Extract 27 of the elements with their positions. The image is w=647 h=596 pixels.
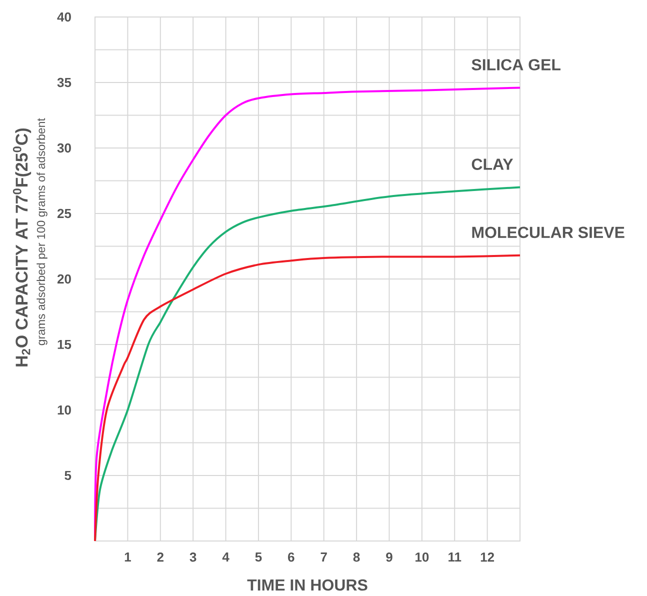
x-tick-label: 10 [416, 552, 429, 562]
y-tick-label: 10 [58, 405, 71, 415]
y-tick-label: 20 [57, 274, 71, 284]
x-axis-title: TIME IN HOURS [247, 579, 368, 591]
x-tick-label: 5 [255, 552, 262, 562]
x-tick-label: 11 [448, 552, 462, 562]
y-tick-label: 15 [58, 340, 72, 350]
text: grams adsorbed per 100 grams of adsorbent [36, 118, 48, 346]
y-tick-label: 25 [57, 208, 72, 218]
y-tick-label: 5 [64, 470, 72, 480]
series-label: SILICA GEL [472, 59, 560, 70]
series-label: CLAY [472, 158, 514, 170]
x-tick-label: 6 [288, 552, 294, 562]
x-tick-label: 4 [222, 552, 230, 562]
line-series [94, 254, 522, 542]
x-tick-label: 8 [353, 552, 360, 562]
y-tick-label: 35 [57, 78, 72, 88]
x-tick-label: 1 [124, 552, 131, 562]
y-tick-label: 40 [57, 12, 71, 22]
x-tick-label: 12 [480, 552, 494, 562]
x-tick-label: 2 [157, 552, 164, 562]
x-tick-label: 7 [320, 552, 327, 562]
y-axis-title: H$_{2}$O CAPACITY AT 77$^{0}$F(25$^{0}$C) [12, 128, 32, 366]
x-tick-label: 9 [386, 552, 392, 562]
series-label: MOLECULAR SIEVE [472, 226, 624, 238]
x-tick-label: 3 [190, 552, 196, 562]
y-tick-label: 30 [57, 143, 71, 153]
